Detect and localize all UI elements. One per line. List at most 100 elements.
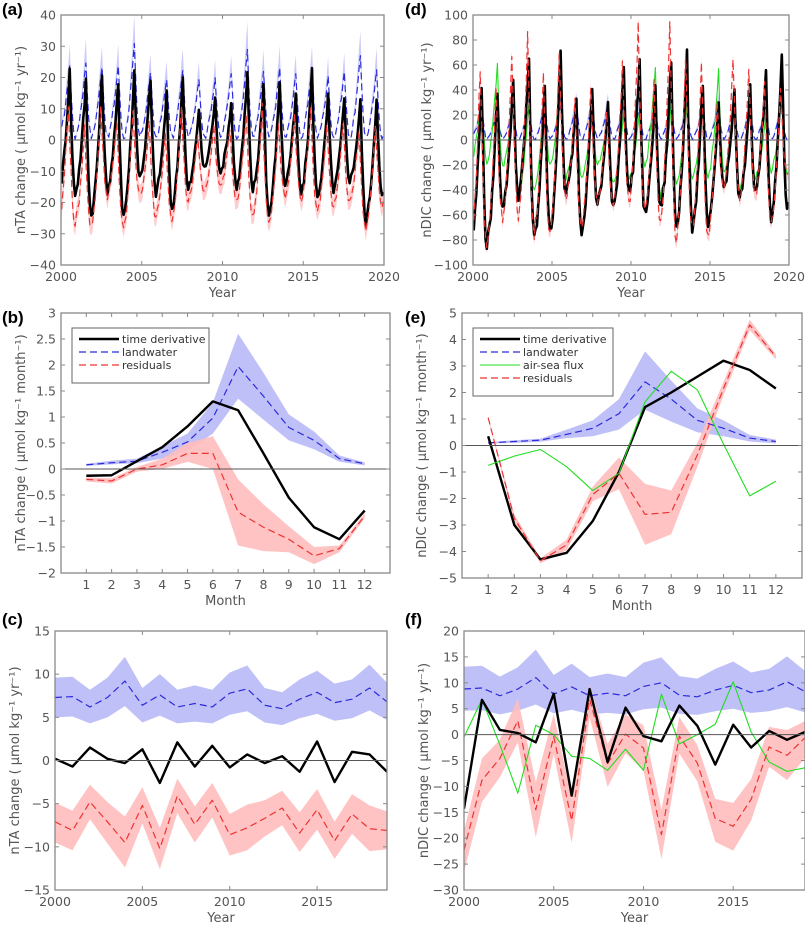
plot-area — [62, 15, 384, 241]
y-axis-label: nTA change ( μmol kg⁻¹ month⁻¹) — [14, 334, 29, 551]
band-residuals — [55, 779, 387, 870]
x-tick-label: 5 — [184, 577, 192, 592]
x-tick-label: 7 — [641, 582, 649, 597]
series-landwater — [62, 44, 384, 140]
y-tick-label: −1 — [38, 514, 56, 529]
y-tick-label: −30 — [30, 226, 56, 241]
panel-label: (b) — [2, 308, 24, 328]
y-tick-label: −15 — [24, 883, 50, 898]
series-time-derivative — [55, 742, 387, 783]
x-tick-label: 9 — [693, 582, 701, 597]
y-tick-label: 1 — [449, 412, 457, 427]
y-axis-label: nTA change ( μmol kg⁻¹ yr⁻¹) — [14, 46, 29, 234]
panel-label: (c) — [2, 610, 23, 630]
legend-entry-time-derivative: time derivative — [523, 333, 607, 346]
legend-entry-landwater: landwater — [122, 346, 178, 359]
y-tick-label: 1.5 — [36, 384, 56, 399]
y-tick-label: −40 — [442, 183, 468, 198]
y-tick-label: 20 — [40, 70, 56, 85]
band-landwater — [62, 15, 384, 140]
panel-label: (e) — [405, 308, 426, 328]
y-tick-label: 15 — [443, 649, 459, 664]
y-axis-label: nTA change ( μmol kg⁻¹ yr⁻¹) — [8, 666, 23, 854]
y-tick-label: 40 — [40, 8, 56, 23]
series-time-derivative — [474, 50, 789, 249]
y-tick-label: 3 — [48, 306, 56, 321]
x-tick-label: 2005 — [536, 269, 568, 284]
x-tick-label: 3 — [536, 582, 544, 597]
band-landwater — [55, 657, 387, 725]
x-tick-label: 4 — [158, 577, 166, 592]
legend-entry-residuals: residuals — [523, 372, 573, 385]
x-tick-label: 6 — [615, 582, 623, 597]
x-tick-label: 2015 — [287, 269, 319, 284]
y-tick-label: 0 — [48, 462, 56, 477]
y-tick-label: 0 — [48, 133, 56, 148]
x-tick-label: 2015 — [694, 269, 726, 284]
y-tick-label: −10 — [24, 839, 50, 854]
x-axis-label: Year — [616, 286, 645, 301]
x-axis-label: Month — [205, 594, 246, 609]
x-tick-label: 5 — [589, 582, 597, 597]
y-tick-label: 60 — [452, 58, 468, 73]
x-tick-label: 2005 — [538, 894, 570, 909]
x-tick-label: 2005 — [126, 269, 158, 284]
x-tick-label: 2015 — [301, 894, 333, 909]
legend-entry-residuals: residuals — [122, 359, 172, 372]
y-tick-label: −60 — [442, 208, 468, 223]
y-tick-label: 0 — [449, 438, 457, 453]
y-tick-label: −5 — [441, 753, 459, 768]
y-tick-label: −100 — [434, 258, 468, 273]
y-tick-label: −20 — [433, 831, 459, 846]
y-tick-label: −5 — [32, 796, 50, 811]
y-axis-label: nDIC change ( μmol kg⁻¹ yr⁻¹) — [417, 663, 432, 858]
x-tick-label: 2010 — [615, 269, 647, 284]
y-tick-label: 40 — [452, 83, 468, 98]
y-tick-label: −10 — [30, 164, 56, 179]
x-axis-label: Year — [208, 286, 237, 301]
y-tick-label: 5 — [451, 701, 459, 716]
x-tick-label: 11 — [742, 582, 758, 597]
y-tick-label: −20 — [442, 158, 468, 173]
y-tick-label: −10 — [433, 779, 459, 794]
legend-entry-landwater: landwater — [523, 346, 579, 359]
y-tick-label: −80 — [442, 233, 468, 248]
panel-label: (a) — [2, 0, 23, 20]
x-tick-label: 9 — [285, 577, 293, 592]
band-landwater — [474, 90, 789, 140]
y-tick-label: 5 — [42, 710, 50, 725]
y-tick-label: −5 — [439, 571, 457, 586]
y-tick-label: 10 — [443, 675, 459, 690]
x-tick-label: 1 — [82, 577, 90, 592]
x-tick-label: 12 — [768, 582, 784, 597]
y-tick-label: 2 — [48, 358, 56, 373]
x-tick-label: 4 — [563, 582, 571, 597]
y-tick-label: 2 — [449, 385, 457, 400]
x-tick-label: 7 — [234, 577, 242, 592]
y-tick-label: 0 — [460, 133, 468, 148]
x-axis-label: Year — [206, 911, 235, 926]
y-axis-label: nDIC change ( μmol kg⁻¹ yr⁻¹) — [420, 42, 435, 237]
y-tick-label: 0.5 — [36, 436, 56, 451]
y-tick-label: −40 — [30, 258, 56, 273]
y-tick-label: −4 — [439, 544, 457, 559]
y-tick-label: 4 — [449, 332, 457, 347]
y-tick-label: 10 — [40, 101, 56, 116]
x-tick-label: 8 — [259, 577, 267, 592]
x-tick-label: 10 — [306, 577, 322, 592]
x-tick-label: 2020 — [368, 269, 400, 284]
y-tick-label: −3 — [439, 518, 457, 533]
x-tick-label: 6 — [209, 577, 217, 592]
plot-area — [474, 16, 789, 255]
x-tick-label: 2 — [108, 577, 116, 592]
y-tick-label: 2.5 — [36, 332, 56, 347]
x-tick-label: 2005 — [126, 894, 158, 909]
